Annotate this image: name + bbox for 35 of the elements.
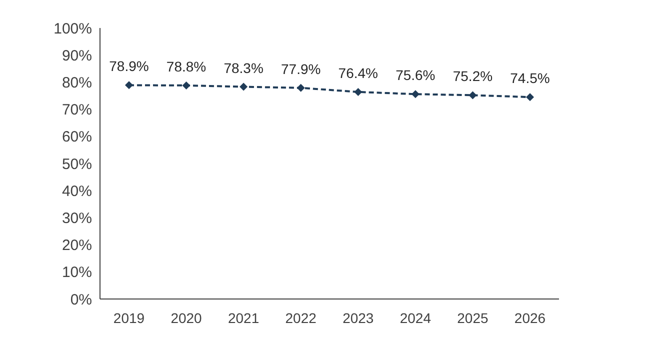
point [240, 82, 248, 91]
x-tick-label: 2026 [514, 310, 546, 326]
x-tick-label: 2024 [400, 310, 432, 326]
point [468, 91, 477, 100]
point [296, 84, 305, 92]
x-tick-label: 2023 [342, 310, 374, 326]
data-label: 75.6% [396, 67, 436, 84]
data-label: 78.8% [166, 58, 206, 74]
x-tick-label: 2025 [457, 310, 488, 326]
point [182, 81, 190, 90]
x-tick-label: 2022 [285, 310, 317, 326]
y-tick-label: 40% [62, 182, 92, 200]
point [354, 88, 362, 96]
x-tick-label: 2020 [170, 310, 202, 326]
data-label: 78.9% [109, 58, 149, 74]
y-tick-label: 60% [62, 128, 92, 146]
data-label: 78.3% [224, 60, 264, 76]
y-tick-label: 50% [62, 156, 92, 173]
y-tick-label: 80% [62, 74, 92, 92]
y-tick-label: 100% [54, 20, 92, 38]
point [526, 93, 534, 102]
point [411, 90, 420, 98]
y-tick-label: 70% [62, 102, 92, 119]
y-tick-label: 20% [62, 237, 92, 254]
x-tick-label: 2019 [113, 310, 145, 326]
y-tick-label: 90% [62, 47, 92, 64]
point [125, 81, 133, 90]
x-tick-label: 2021 [228, 310, 260, 326]
y-tick-label: 10% [62, 264, 92, 282]
data-label: 77.9% [281, 60, 321, 77]
data-label: 76.4% [338, 64, 378, 81]
data-label: 74.5% [510, 70, 550, 86]
y-tick-label: 30% [62, 210, 92, 228]
data-label: 75.2% [452, 68, 493, 84]
y-tick-label: 0% [70, 291, 92, 308]
